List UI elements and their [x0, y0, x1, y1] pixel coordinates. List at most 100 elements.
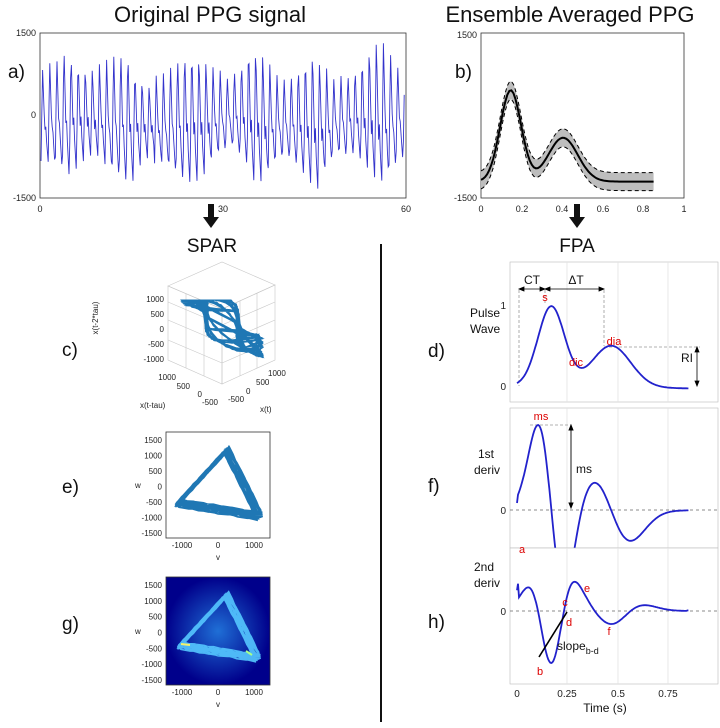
panel-g-xlabel: v [216, 700, 220, 709]
panel-e-ylabel: w [134, 481, 141, 490]
panel-b-xtick-0.4: 0.4 [556, 204, 569, 214]
panel-b-ytick-1500: 1500 [457, 30, 477, 40]
panel-h-gridlines [566, 548, 669, 684]
panel-b-frame [480, 32, 685, 199]
panel-b-xtick-0.2: 0.2 [516, 204, 529, 214]
panel-f-ms-arrow [568, 423, 574, 510]
panel-a-frame [39, 32, 407, 199]
title-original-ppg: Original PPG signal [114, 2, 306, 27]
panel-c-xtick-500: 500 [256, 378, 270, 387]
panel-a-ytick-1500: 1500 [16, 28, 36, 38]
panel-b-xtick-0.8: 0.8 [637, 204, 650, 214]
panel-d-ri-label: RI [681, 351, 693, 365]
arrow-to-spar [203, 204, 219, 228]
panel-e-attractor-2d [174, 445, 264, 522]
panel-h-c-marker: c [562, 597, 568, 609]
panel-b-upper-bound [480, 80, 654, 174]
panel-h-d-marker: d [566, 617, 572, 629]
panel-label-g: g) [62, 614, 79, 635]
panel-a-xtick-0: 0 [37, 204, 42, 214]
arrow-to-fpa [569, 204, 585, 228]
panel-g-xtick-0: 0 [216, 688, 221, 697]
panel-c-attractor-3d [179, 299, 265, 359]
panel-d-frame [509, 261, 719, 403]
panel-c-ztick-minus1000: -1000 [144, 355, 165, 364]
panel-c-ytick-minus500: -500 [202, 398, 219, 407]
panel-c-ylabel: x(t-tau) [140, 401, 166, 410]
panel-c-box-grid [167, 261, 276, 385]
panel-e-ytick: 1000 [144, 452, 162, 461]
panel-h-second-derivative [516, 580, 689, 664]
panel-d-ylabel-line1: Pulse [470, 306, 500, 320]
panel-h-slope-label: slopeb-d [557, 639, 599, 656]
panel-e-xlabel: v [216, 553, 220, 562]
panel-e-ytick: 0 [158, 483, 163, 492]
panel-d-gridlines [566, 262, 669, 402]
panel-g-ytick: 500 [149, 613, 163, 622]
panel-g-heatmap-bg [165, 576, 271, 686]
panel-f-frame [509, 407, 719, 549]
panel-b-plot: 1500 -1500 0 0.2 0.4 0.6 0.8 1 [454, 30, 687, 214]
panel-d-deltat-label: ΔT [568, 273, 584, 287]
panel-e-ytick: 1500 [144, 436, 162, 445]
panel-a-ytick-minus1500: -1500 [13, 193, 36, 203]
panel-a-signal-line [40, 43, 405, 189]
panel-c-ztick-500: 500 [151, 310, 165, 319]
panel-b-xtick-1: 1 [681, 204, 686, 214]
panel-e-xtick-1000: 1000 [245, 541, 263, 550]
panel-b-xtick-0.6: 0.6 [597, 204, 610, 214]
panel-d-guides [518, 290, 700, 386]
panel-e-xtick-0: 0 [216, 541, 221, 550]
panel-d-plot: Pulse Wave 1 0 CT ΔT RI s dic dia [470, 261, 719, 403]
panel-h-a-marker: a [519, 544, 526, 556]
panel-h-e-marker: e [584, 583, 590, 595]
panel-e-ytick: 500 [149, 467, 163, 476]
panel-c-zlabel: x(t-2*tau) [91, 301, 100, 334]
panel-d-diastolic-marker: dia [607, 336, 623, 348]
panel-h-plot: 2nd deriv 0 a b c d e f slopeb-d 0 0.25 … [474, 544, 719, 715]
panel-a-plot: 1500 0 -1500 0 30 60 [13, 28, 411, 214]
panel-c-ztick-minus500: -500 [148, 340, 165, 349]
panel-h-ylabel-line1: 2nd [474, 560, 494, 574]
panel-g-xtick-minus1000: -1000 [172, 688, 193, 697]
panel-h-frame [509, 547, 719, 685]
panel-g-hotspot-right [245, 650, 253, 656]
panel-b-lower-bound [480, 98, 654, 192]
panel-label-b: b) [455, 62, 472, 83]
panel-g-ytick: 1500 [144, 581, 162, 590]
panel-d-pulse-wave [516, 305, 689, 390]
panel-h-ylabel-line2: deriv [474, 576, 500, 590]
panel-a-xtick-30: 30 [218, 204, 228, 214]
panel-d-ylabel-line2: Wave [470, 322, 501, 336]
panel-h-slope-line [538, 611, 568, 658]
panel-d-ytick-0: 0 [500, 382, 506, 393]
panel-h-b-marker: b [537, 666, 543, 678]
panel-c-xtick-1000: 1000 [268, 369, 286, 378]
panel-a-ytick-0: 0 [31, 110, 36, 120]
panel-b-confidence-band [481, 81, 654, 191]
panel-label-h: h) [428, 612, 445, 633]
panel-g-ytick: 0 [158, 629, 163, 638]
panel-b-xtick-0: 0 [478, 204, 483, 214]
panel-g-ytick: -500 [146, 644, 163, 653]
panel-b-ytick-minus1500: -1500 [454, 193, 477, 203]
panel-c-ytick-0: 0 [198, 390, 203, 399]
panel-c-plot: x(t-2*tau) 1000 500 0 -500 -1000 1000 50… [91, 261, 286, 414]
panel-f-first-derivative [516, 424, 689, 590]
panel-c-ytick-500: 500 [177, 382, 191, 391]
section-title-fpa: FPA [559, 236, 595, 257]
panel-c-xtick-0: 0 [246, 387, 251, 396]
panel-a-xtick-60: 60 [401, 204, 411, 214]
panel-e-xtick-minus1000: -1000 [172, 541, 193, 550]
panel-f-ytick-0: 0 [500, 506, 506, 517]
panel-label-a: a) [8, 62, 25, 83]
panel-f-ms-label: ms [576, 462, 592, 476]
panel-d-ytick-1: 1 [500, 301, 506, 312]
panel-g-xtick-1000: 1000 [245, 688, 263, 697]
panel-g-ytick: -1000 [142, 660, 163, 669]
panel-d-systolic-marker: s [542, 292, 548, 304]
panel-h-xlabel: Time (s) [583, 701, 627, 715]
panel-c-xtick-minus500: -500 [228, 395, 245, 404]
